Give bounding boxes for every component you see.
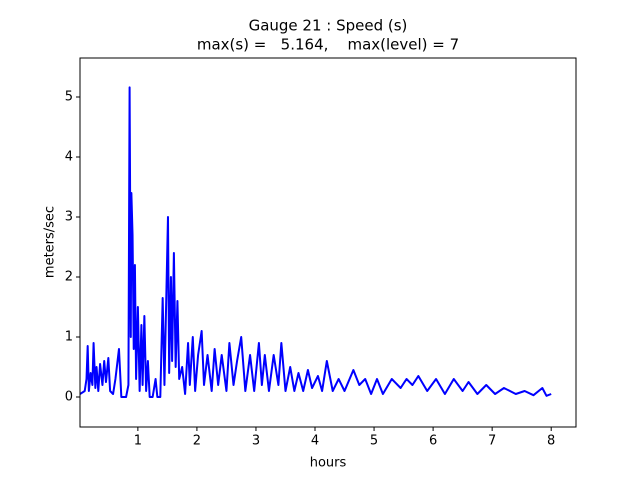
x-tick-label: 8 xyxy=(547,434,555,449)
y-tick-label: 4 xyxy=(65,150,73,165)
x-tick-label: 5 xyxy=(370,434,378,449)
y-tick-label: 5 xyxy=(65,90,73,105)
y-axis-label: meters/sec xyxy=(43,206,58,278)
x-tick-label: 4 xyxy=(311,434,319,449)
x-axis-label: hours xyxy=(310,456,347,471)
x-tick-label: 1 xyxy=(134,434,142,449)
x-tick-label: 2 xyxy=(193,434,201,449)
plot-frame xyxy=(79,57,577,428)
data-line xyxy=(80,86,552,398)
x-tick-label: 3 xyxy=(252,434,260,449)
y-tick-label: 3 xyxy=(65,210,73,225)
y-tick-label: 2 xyxy=(65,270,73,285)
x-tick-label: 7 xyxy=(488,434,496,449)
chart-title: Gauge 21 : Speed (s) xyxy=(249,17,408,35)
y-tick-label: 0 xyxy=(65,390,73,405)
y-tick-label: 1 xyxy=(65,330,73,345)
chart-subtitle: max(s) = 5.164, max(level) = 7 xyxy=(197,36,459,54)
x-tick-label: 6 xyxy=(429,434,437,449)
